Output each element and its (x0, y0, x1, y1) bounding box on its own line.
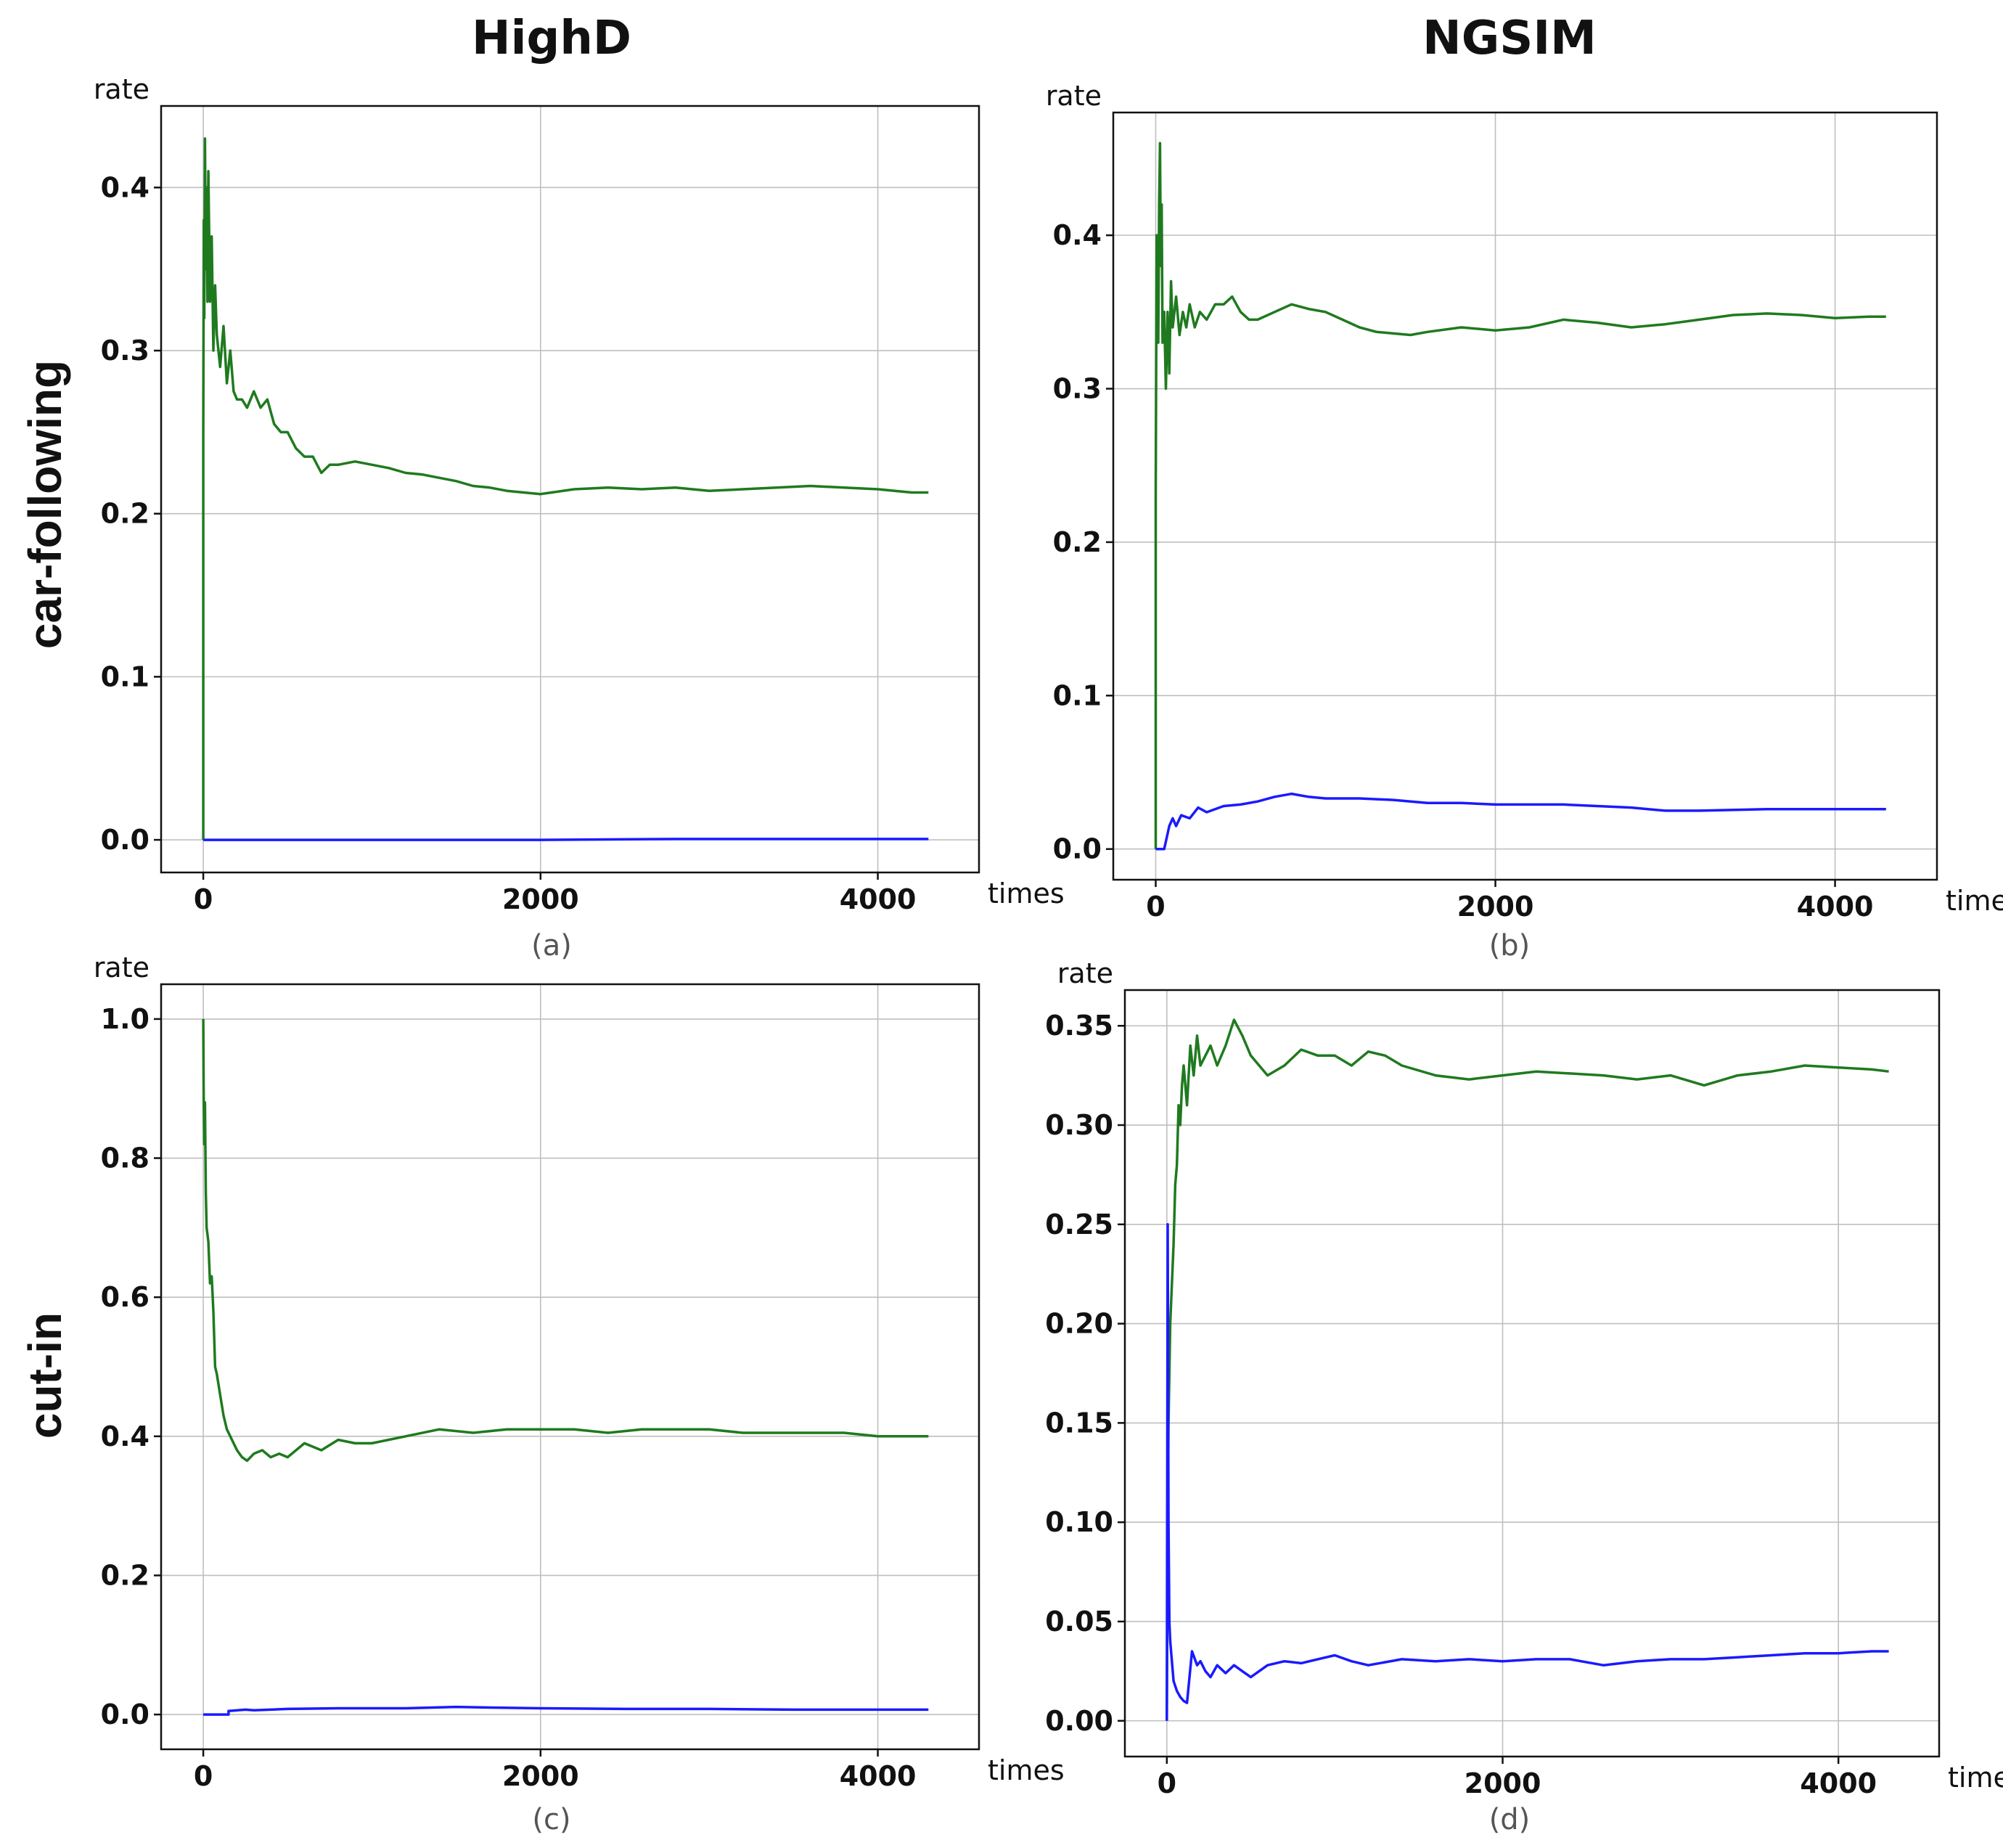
subplot-caption: (c) (532, 1803, 570, 1836)
subplot-b: 0 2000 4000 0.0 0.1 0.2 0.3 0.4 rate times (b) (1046, 80, 2003, 962)
y-tick-label: 0.8 (101, 1142, 149, 1174)
y-tick-label: 0.3 (1053, 373, 1102, 405)
y-tick-label: 0.25 (1045, 1209, 1113, 1240)
plot-frame (160, 105, 980, 874)
subplot-c: 0 2000 4000 0.0 0.2 0.4 0.6 0.8 1.0 rate times (c) (94, 952, 1065, 1836)
y-tick-label: 0.15 (1045, 1407, 1113, 1439)
y-tick-label: 0.4 (1053, 219, 1102, 251)
y-tick-label: 0.35 (1045, 1010, 1113, 1042)
plot-frame (1123, 989, 1941, 1758)
x-tick-label: 4000 (840, 1760, 917, 1792)
subplot-caption: (b) (1489, 929, 1531, 962)
x-tick-label: 0 (194, 1760, 213, 1792)
x-tick-label: 2000 (502, 883, 579, 915)
y-axis-label: rate (1057, 957, 1113, 989)
y-tick-label: 0.0 (101, 824, 149, 856)
y-tick-label: 0.4 (101, 171, 149, 203)
series-line-green (202, 1018, 929, 1463)
y-axis-label: rate (1046, 80, 1102, 112)
series-line-blue (203, 1705, 929, 1716)
series-line-blue (1166, 1223, 1889, 1721)
y-tick-label: 0.2 (1053, 526, 1102, 558)
x-axis-label: times (1946, 885, 2003, 917)
column-title-highd: HighD (472, 12, 631, 65)
x-tick-label: 2000 (1457, 891, 1534, 923)
y-tick-label: 0.0 (1053, 833, 1102, 865)
row-title-cut-in: cut-in (19, 1312, 71, 1439)
row-title-car-following: car-following (19, 360, 71, 649)
series-line-blue (203, 838, 929, 841)
subplot-caption: (a) (531, 929, 572, 962)
y-tick-label: 0.2 (101, 498, 149, 530)
x-tick-label: 2000 (502, 1760, 579, 1792)
y-tick-label: 0.0 (101, 1698, 149, 1730)
x-tick-label: 0 (1146, 891, 1165, 923)
y-axis-label: rate (94, 73, 149, 105)
x-tick-label: 4000 (1797, 891, 1874, 923)
y-tick-label: 1.0 (101, 1003, 149, 1035)
x-axis-label: times (988, 878, 1065, 909)
series-line-green (202, 137, 929, 841)
y-tick-label: 0.10 (1045, 1506, 1113, 1538)
plot-frame (1112, 111, 1938, 881)
series-line-blue (1155, 792, 1886, 851)
y-tick-label: 0.2 (101, 1559, 149, 1591)
subplot-caption: (d) (1489, 1803, 1531, 1836)
y-tick-label: 0.20 (1045, 1308, 1113, 1340)
x-axis-label: times (988, 1754, 1065, 1786)
subplot-a: 0 2000 4000 0.0 0.1 0.2 0.3 0.4 rate times (a) (94, 73, 1065, 962)
column-title-ngsim: NGSIM (1422, 12, 1597, 65)
plot-frame (160, 983, 980, 1751)
subplot-d: 0 2000 4000 0.00 0.05 0.10 0.15 0.20 0.25 0.30 0.3… (1045, 957, 2003, 1836)
x-tick-label: 4000 (1800, 1767, 1877, 1799)
y-tick-label: 0.1 (101, 661, 149, 692)
y-axis-label: rate (94, 952, 149, 984)
series-line-green (1166, 1018, 1889, 1721)
x-axis-label: times (1948, 1762, 2003, 1794)
x-tick-label: 0 (194, 883, 213, 915)
y-tick-label: 0.4 (101, 1420, 149, 1452)
series-line-green (1154, 142, 1886, 849)
x-tick-label: 4000 (840, 883, 917, 915)
x-tick-label: 0 (1158, 1767, 1176, 1799)
y-tick-label: 0.05 (1045, 1606, 1113, 1638)
x-tick-label: 2000 (1465, 1767, 1541, 1799)
y-tick-label: 0.3 (101, 335, 149, 367)
y-tick-label: 0.00 (1045, 1705, 1113, 1737)
y-tick-label: 0.1 (1053, 679, 1102, 711)
y-tick-label: 0.30 (1045, 1109, 1113, 1141)
y-tick-label: 0.6 (101, 1281, 149, 1313)
